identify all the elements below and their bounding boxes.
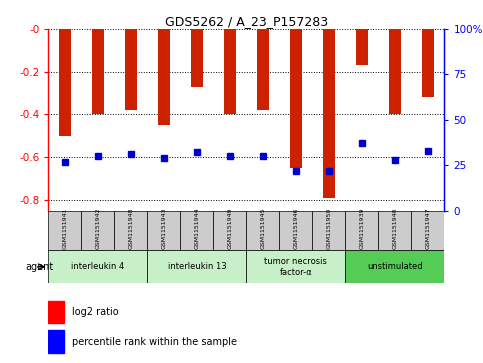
Bar bbox=[59, 29, 71, 136]
Bar bbox=[224, 29, 236, 114]
Text: unstimulated: unstimulated bbox=[367, 262, 423, 271]
Bar bbox=[356, 29, 368, 65]
Text: GSM1151948: GSM1151948 bbox=[128, 208, 133, 249]
Bar bbox=[125, 29, 137, 110]
Text: GSM1151939: GSM1151939 bbox=[359, 207, 364, 249]
Bar bbox=[92, 29, 103, 114]
Text: interleukin 4: interleukin 4 bbox=[71, 262, 125, 271]
Text: GSM1151945: GSM1151945 bbox=[260, 208, 265, 249]
Text: GSM1151943: GSM1151943 bbox=[161, 207, 166, 249]
Bar bbox=[147, 211, 180, 250]
Bar bbox=[81, 211, 114, 250]
Bar bbox=[48, 211, 81, 250]
Text: GSM1151947: GSM1151947 bbox=[426, 207, 430, 249]
Bar bbox=[279, 211, 313, 250]
Text: interleukin 13: interleukin 13 bbox=[168, 262, 226, 271]
Bar bbox=[213, 211, 246, 250]
Bar bbox=[246, 211, 279, 250]
Bar bbox=[246, 250, 345, 283]
Title: GDS5262 / A_23_P157283: GDS5262 / A_23_P157283 bbox=[165, 15, 328, 28]
Bar bbox=[345, 250, 444, 283]
Bar bbox=[412, 211, 444, 250]
Text: GSM1151944: GSM1151944 bbox=[194, 207, 199, 249]
Bar bbox=[378, 211, 412, 250]
Text: GSM1151941: GSM1151941 bbox=[62, 208, 67, 249]
Text: GSM1151946: GSM1151946 bbox=[293, 208, 298, 249]
Text: GSM1151949: GSM1151949 bbox=[227, 207, 232, 249]
Bar bbox=[389, 29, 400, 114]
Text: tumor necrosis
factor-α: tumor necrosis factor-α bbox=[264, 257, 327, 277]
Bar bbox=[257, 29, 269, 110]
Bar bbox=[180, 211, 213, 250]
Text: GSM1151940: GSM1151940 bbox=[392, 208, 398, 249]
Bar bbox=[48, 301, 64, 323]
Bar bbox=[158, 29, 170, 125]
Bar bbox=[313, 211, 345, 250]
Text: percentile rank within the sample: percentile rank within the sample bbox=[72, 337, 237, 347]
Bar bbox=[48, 330, 64, 353]
Bar bbox=[147, 250, 246, 283]
Text: log2 ratio: log2 ratio bbox=[72, 307, 119, 317]
Bar bbox=[323, 29, 335, 198]
Bar bbox=[422, 29, 434, 97]
Bar bbox=[48, 250, 147, 283]
Text: agent: agent bbox=[25, 262, 54, 272]
Text: GSM1151950: GSM1151950 bbox=[327, 208, 331, 249]
Bar bbox=[345, 211, 378, 250]
Bar bbox=[290, 29, 301, 168]
Bar bbox=[191, 29, 202, 87]
Text: GSM1151942: GSM1151942 bbox=[95, 207, 100, 249]
Bar bbox=[114, 211, 147, 250]
